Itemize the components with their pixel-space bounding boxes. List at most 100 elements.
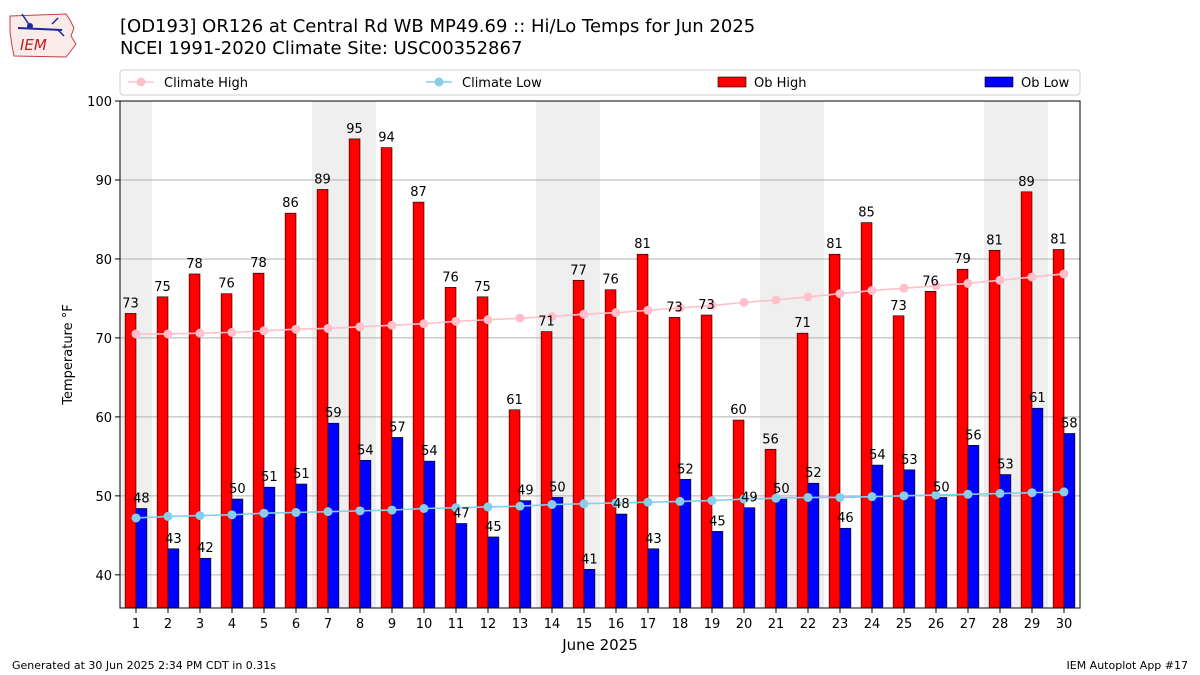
x-tick-label: 10 (416, 617, 433, 632)
x-tick-label: 20 (736, 617, 753, 632)
ob-high-label: 75 (154, 280, 171, 295)
ob-low-bar (519, 500, 532, 609)
climate-high-point (195, 328, 205, 338)
ob-low-bar (263, 486, 276, 609)
ob-high-label: 76 (442, 270, 459, 285)
ob-low-legend-swatch (984, 76, 1014, 88)
climate-low-point (163, 511, 173, 521)
ob-high-bar (860, 222, 873, 609)
climate-high-point (707, 301, 717, 311)
ob-low-label: 54 (869, 448, 886, 463)
ob-low-label: 45 (485, 520, 502, 535)
climate-high-point (387, 320, 397, 330)
ob-low-bar (615, 513, 628, 609)
legend[interactable]: Climate High Climate Low Ob High Ob Low (119, 69, 1081, 96)
climate-low-point (515, 501, 525, 511)
ob-high-bar (540, 331, 553, 609)
ob-low-label: 50 (229, 482, 246, 497)
x-tick-label: 26 (928, 617, 945, 632)
ob-low-bar (455, 523, 468, 609)
x-tick-label: 12 (480, 617, 497, 632)
iem-logo: IEM (8, 6, 78, 58)
ob-high-label: 94 (378, 131, 395, 146)
climate-low-point (259, 508, 269, 518)
climate-low-point (803, 492, 813, 502)
ob-high-label: 56 (762, 432, 779, 447)
climate-high-point (1027, 272, 1037, 282)
climate-low-point (867, 492, 877, 502)
climate-high-point (931, 281, 941, 291)
climate-low-point (675, 496, 685, 506)
iowa-map-logo-icon: IEM (9, 13, 77, 58)
y-tick-label: 80 (95, 253, 112, 268)
ob-high-label: 78 (186, 257, 203, 272)
x-tick-label: 3 (196, 617, 204, 632)
climate-low-point (643, 497, 653, 507)
climate-high-point (355, 322, 365, 332)
climate-low-point (227, 510, 237, 520)
climate-high-point (291, 324, 301, 334)
ob-low-bar (487, 536, 500, 609)
climate-high-point (483, 315, 493, 325)
ob-low-bar (807, 482, 820, 609)
ob-low-bar (391, 437, 404, 609)
ob-high-bar (156, 296, 169, 609)
climate-high-point (323, 323, 333, 333)
climate-high-line (136, 273, 1065, 335)
climate-high-point (227, 327, 237, 337)
ob-low-label: 56 (965, 428, 982, 443)
ob-low-bar (199, 557, 212, 609)
ob-high-bar (316, 189, 329, 609)
x-tick-label: 23 (832, 617, 849, 632)
ob-low-label: 54 (357, 443, 374, 458)
ob-high-label: 89 (1018, 175, 1035, 190)
climate-high-point (835, 289, 845, 299)
ob-low-bar (775, 498, 788, 609)
ob-high-label: 75 (474, 280, 491, 295)
x-tick-label: 16 (608, 617, 625, 632)
ob-high-label: 78 (250, 256, 267, 271)
climate-low-point (1027, 488, 1037, 498)
ob-low-label: 46 (837, 511, 854, 526)
ob-high-label: 73 (890, 299, 907, 314)
ob-high-label: 76 (922, 274, 939, 289)
y-tick-label: 50 (95, 490, 112, 505)
climate-low-point (547, 500, 557, 510)
ob-high-legend-label: Ob High (754, 76, 807, 91)
climate-low-point (483, 502, 493, 512)
climate-low-legend-marker (434, 77, 444, 87)
climate-high-point (771, 295, 781, 305)
x-tick-label: 6 (292, 617, 300, 632)
y-tick-label: 70 (95, 332, 112, 347)
climate-high-point (131, 329, 141, 339)
climate-low-point (611, 498, 621, 508)
climate-high-legend-marker (136, 77, 146, 87)
ob-low-label: 61 (1029, 391, 1046, 406)
x-tick-label: 25 (896, 617, 913, 632)
ob-low-label: 58 (1061, 416, 1078, 431)
climate-high-point (963, 278, 973, 288)
x-tick-label: 17 (640, 617, 657, 632)
x-tick-label: 13 (512, 617, 529, 632)
x-tick-label: 21 (768, 617, 785, 632)
x-tick-label: 2 (164, 617, 172, 632)
ob-low-label: 48 (133, 491, 150, 506)
ob-low-bar (583, 569, 596, 609)
ob-high-label: 79 (954, 252, 971, 267)
title-line-2: NCEI 1991-2020 Climate Site: USC00352867 (120, 38, 523, 59)
ob-low-label: 50 (933, 480, 950, 495)
climate-low-point (419, 503, 429, 513)
ob-high-label: 81 (1050, 232, 1067, 247)
climate-low-point (771, 493, 781, 503)
ob-low-label: 43 (645, 532, 662, 547)
climate-high-point (419, 319, 429, 329)
ob-low-bar (647, 548, 660, 609)
climate-high-point (899, 283, 909, 293)
ob-high-bar (380, 147, 393, 609)
ob-high-label: 87 (410, 185, 427, 200)
climate-low-point (963, 489, 973, 499)
ob-low-label: 51 (293, 467, 310, 482)
ob-low-bar (839, 527, 852, 609)
ob-low-bar (903, 469, 916, 609)
climate-low-point (323, 507, 333, 517)
